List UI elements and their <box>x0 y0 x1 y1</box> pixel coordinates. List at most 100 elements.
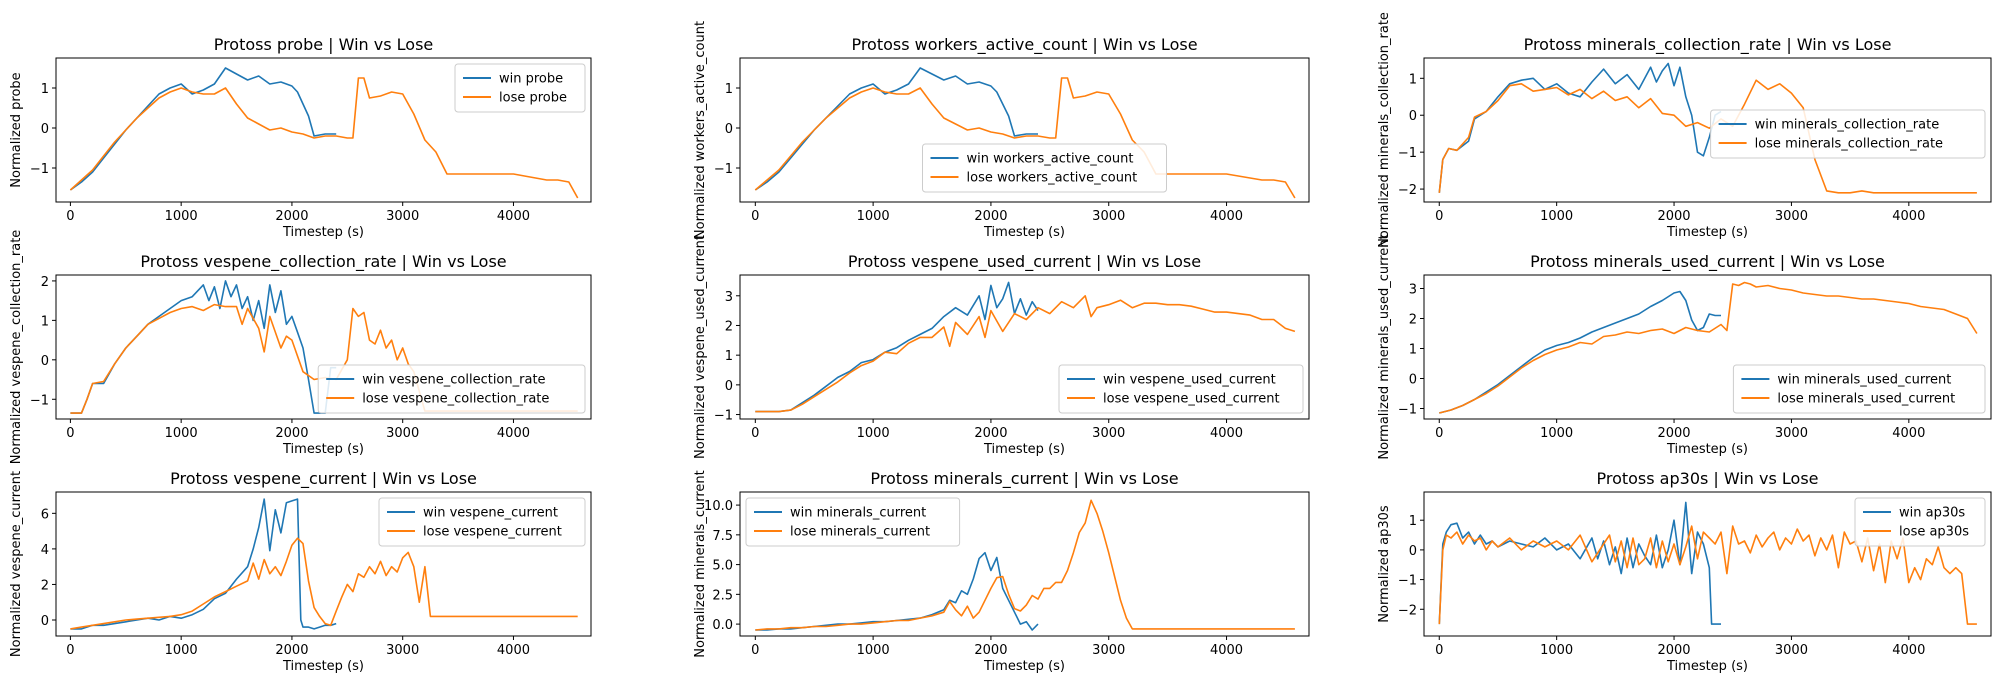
legend-label: lose vespene_used_current <box>1103 392 1280 407</box>
x-tick-label: 2000 <box>275 643 308 658</box>
x-axis-label: Timestep (s) <box>282 442 364 457</box>
x-axis-label: Timestep (s) <box>1666 442 1748 457</box>
legend-label: win vespene_current <box>423 506 558 521</box>
subplot-title: Protoss minerals_current | Win vs Lose <box>870 469 1178 489</box>
legend: win ap30s lose ap30s <box>1854 497 1986 547</box>
series-line-lose <box>1438 79 1977 194</box>
y-tick-label: 0 <box>41 614 49 629</box>
y-tick-label: −1 <box>30 393 49 408</box>
legend: win probe lose probe <box>454 63 586 113</box>
x-tick-label: 4000 <box>497 643 530 658</box>
y-tick-label: 3 <box>725 290 733 305</box>
plot-frame <box>739 57 1310 203</box>
y-tick-label: −2 <box>1398 603 1417 618</box>
series-line-lose <box>755 295 1296 413</box>
series-line-win <box>1438 62 1722 193</box>
series-line-win <box>70 280 337 414</box>
legend-label: win vespene_collection_rate <box>362 373 545 388</box>
legend-label: lose minerals_collection_rate <box>1755 137 1943 152</box>
legend-box <box>1710 109 1986 159</box>
y-axis-label: Normalized minerals_current <box>693 470 708 657</box>
legend-label: lose vespene_current <box>423 525 562 540</box>
y-tick-label: 2 <box>41 578 49 593</box>
x-tick-label: 3000 <box>386 209 419 224</box>
x-tick-label: 4000 <box>1892 643 1925 658</box>
legend-label: win workers_active_count <box>967 152 1134 167</box>
series-line-lose <box>1439 281 1978 414</box>
legend-label: lose probe <box>499 91 567 106</box>
x-tick-label: 2000 <box>1657 643 1690 658</box>
x-axis-label: Timestep (s) <box>983 225 1065 240</box>
legend-label: win minerals_used_current <box>1777 373 1951 388</box>
x-tick-label: 1000 <box>165 209 198 224</box>
plot-frame <box>55 274 592 420</box>
subplot-title: Protoss vespene_used_current | Win vs Lo… <box>848 252 1201 272</box>
subplot-8: Protoss minerals_current | Win vs Lose 0 1… <box>693 469 1310 674</box>
x-tick-label: 2000 <box>1657 209 1690 224</box>
y-tick-label: 1 <box>41 314 49 329</box>
x-tick-label: 2000 <box>275 426 308 441</box>
x-axis-label: Timestep (s) <box>1666 225 1748 240</box>
y-tick-label: 0 <box>1409 544 1417 559</box>
subplot-4: Protoss vespene_collection_rate | Win vs… <box>9 230 592 464</box>
plot-frame <box>55 57 592 203</box>
y-axis-label: Normalized vespene_current <box>9 471 24 657</box>
y-tick-label: 0 <box>725 122 733 137</box>
x-tick-label: 3000 <box>1092 643 1125 658</box>
x-tick-label: 2000 <box>974 643 1007 658</box>
x-axis-label: Timestep (s) <box>282 225 364 240</box>
series-line-lose <box>69 77 579 199</box>
x-tick-label: 4000 <box>497 209 530 224</box>
x-tick-label: 2000 <box>974 209 1007 224</box>
legend-box <box>1854 497 1986 547</box>
y-tick-label: −1 <box>1398 146 1417 161</box>
plot-frame <box>55 491 592 637</box>
x-tick-label: 1000 <box>165 426 198 441</box>
x-tick-label: 3000 <box>1775 426 1808 441</box>
plot-frame <box>739 274 1310 420</box>
x-tick-label: 2000 <box>1657 426 1690 441</box>
x-axis-label: Timestep (s) <box>1666 659 1748 674</box>
x-tick-label: 1000 <box>857 426 890 441</box>
y-tick-label: 1 <box>725 349 733 364</box>
x-tick-label: 0 <box>66 209 74 224</box>
x-tick-label: 2000 <box>974 426 1007 441</box>
x-tick-label: 4000 <box>1892 209 1925 224</box>
y-tick-label: −1 <box>714 409 733 424</box>
series-line-win <box>755 551 1039 631</box>
y-tick-label: 0 <box>725 379 733 394</box>
legend-box <box>317 364 586 414</box>
y-axis-label: Normalized workers_active_count <box>693 21 708 239</box>
plot-frame <box>1423 274 1992 420</box>
y-tick-label: −2 <box>1398 183 1417 198</box>
x-tick-label: 0 <box>1435 643 1443 658</box>
subplot-5: Protoss vespene_used_current | Win vs Lo… <box>693 235 1310 459</box>
x-axis-label: Timestep (s) <box>983 659 1065 674</box>
y-tick-label: 0 <box>41 354 49 369</box>
x-tick-label: 1000 <box>857 209 890 224</box>
y-tick-label: 1 <box>41 82 49 97</box>
y-axis-label: Normalized vespene_used_current <box>693 235 708 459</box>
subplot-title: Protoss probe | Win vs Lose <box>214 35 434 54</box>
legend-box <box>745 497 961 547</box>
x-tick-label: 1000 <box>857 643 890 658</box>
x-tick-label: 1000 <box>1540 426 1573 441</box>
y-tick-label: 3 <box>1409 283 1417 298</box>
y-tick-label: 0 <box>1409 373 1417 388</box>
subplot-title: Protoss minerals_collection_rate | Win v… <box>1524 35 1892 55</box>
y-tick-label: 1 <box>1409 72 1417 87</box>
x-tick-label: 3000 <box>1092 209 1125 224</box>
subplot-7: Protoss vespene_current | Win vs Lose 0 10… <box>9 469 592 674</box>
y-tick-label: −1 <box>1398 574 1417 589</box>
x-tick-label: 3000 <box>1775 209 1808 224</box>
legend-label: lose workers_active_count <box>967 171 1138 186</box>
legend-box <box>1058 364 1304 414</box>
legend-label: win minerals_current <box>790 506 926 521</box>
x-tick-label: 3000 <box>386 426 419 441</box>
subplot-6: Protoss minerals_used_current | Win vs L… <box>1377 234 1992 460</box>
legend-box <box>922 143 1167 193</box>
